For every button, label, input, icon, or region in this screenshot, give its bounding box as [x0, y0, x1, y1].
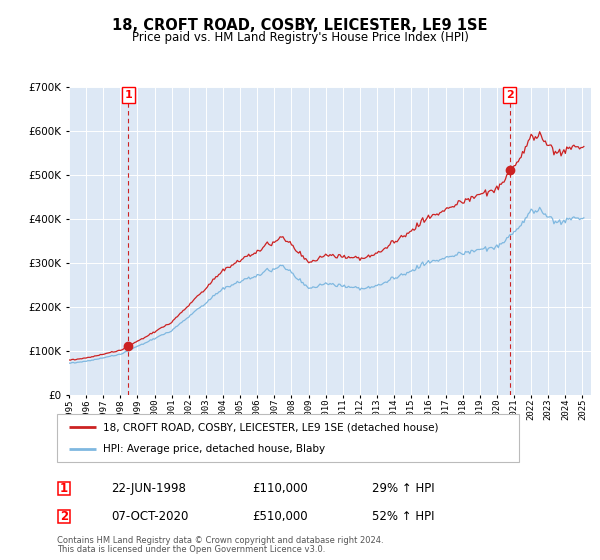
Text: 2: 2 [60, 510, 68, 523]
Text: 07-OCT-2020: 07-OCT-2020 [111, 510, 188, 523]
Text: £510,000: £510,000 [252, 510, 308, 523]
FancyBboxPatch shape [58, 510, 70, 523]
Text: 18, CROFT ROAD, COSBY, LEICESTER, LE9 1SE (detached house): 18, CROFT ROAD, COSBY, LEICESTER, LE9 1S… [103, 422, 439, 432]
Text: 22-JUN-1998: 22-JUN-1998 [111, 482, 186, 495]
Text: Price paid vs. HM Land Registry's House Price Index (HPI): Price paid vs. HM Land Registry's House … [131, 31, 469, 44]
Text: 18, CROFT ROAD, COSBY, LEICESTER, LE9 1SE: 18, CROFT ROAD, COSBY, LEICESTER, LE9 1S… [112, 18, 488, 33]
Text: Contains HM Land Registry data © Crown copyright and database right 2024.: Contains HM Land Registry data © Crown c… [57, 536, 383, 545]
Text: 52% ↑ HPI: 52% ↑ HPI [372, 510, 434, 523]
FancyBboxPatch shape [58, 482, 70, 495]
Text: £110,000: £110,000 [252, 482, 308, 495]
FancyBboxPatch shape [57, 414, 519, 462]
Text: HPI: Average price, detached house, Blaby: HPI: Average price, detached house, Blab… [103, 444, 325, 454]
Text: This data is licensed under the Open Government Licence v3.0.: This data is licensed under the Open Gov… [57, 545, 325, 554]
Text: 1: 1 [124, 90, 132, 100]
Text: 2: 2 [506, 90, 514, 100]
Text: 1: 1 [60, 482, 68, 495]
Text: 29% ↑ HPI: 29% ↑ HPI [372, 482, 434, 495]
